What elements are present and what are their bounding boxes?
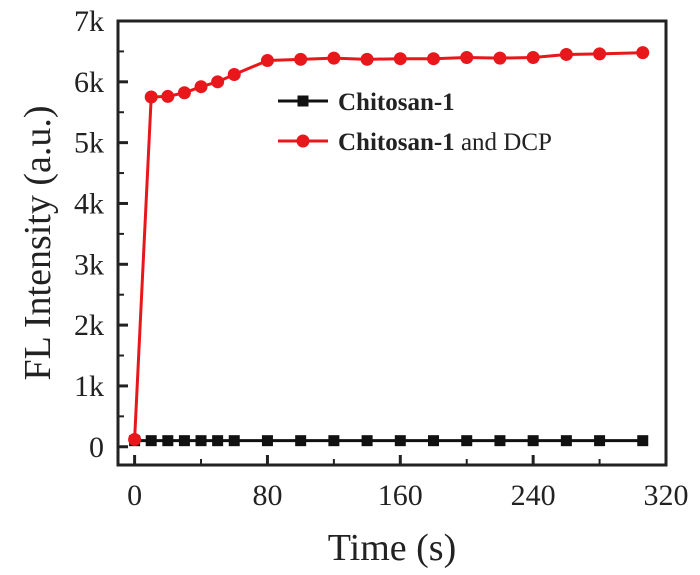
data-point-circle (227, 68, 241, 82)
data-point-circle (559, 47, 573, 61)
data-point-circle (636, 46, 650, 60)
data-point-circle (260, 54, 274, 68)
data-point-circle (128, 432, 142, 446)
data-point-square (494, 435, 506, 447)
legend-label-1: Chitosan-1 and DCP (338, 129, 552, 156)
axes: 0 80 160 240 320 0 1k 2k 3k 4k 5k 6k 7k (74, 5, 689, 512)
legend-label-0: Chitosan-1 (338, 89, 455, 116)
data-point-circle (211, 75, 225, 89)
x-tick-label: 240 (511, 479, 556, 512)
data-point-square (145, 435, 157, 447)
data-point-circle (177, 86, 191, 100)
data-point-circle (327, 51, 341, 65)
y-tick-label: 5k (74, 127, 104, 160)
data-point-circle (427, 52, 441, 66)
plot-frame (116, 19, 668, 467)
legend: Chitosan-1 Chitosan-1 and DCP (278, 89, 552, 156)
data-point-square (394, 435, 406, 447)
data-point-circle (294, 52, 308, 66)
data-point-square (428, 435, 440, 447)
y-tick-label: 2k (74, 309, 104, 342)
data-point-square (527, 435, 539, 447)
x-tick-label: 80 (252, 479, 282, 512)
legend-marker-square (297, 95, 309, 107)
data-point-circle (593, 47, 607, 61)
y-tick-label: 6k (74, 66, 104, 99)
y-tick-label: 3k (74, 248, 104, 281)
data-point-square (261, 435, 273, 447)
data-point-circle (144, 90, 158, 104)
data-point-square (295, 435, 307, 447)
data-point-square (461, 435, 473, 447)
data-point-circle (526, 50, 540, 64)
y-tick-label: 0 (89, 431, 104, 464)
data-point-circle (360, 52, 374, 66)
data-point-square (212, 435, 224, 447)
data-point-square (328, 435, 340, 447)
legend-marker-circle (296, 134, 310, 148)
x-tick-label: 0 (127, 479, 142, 512)
data-point-circle (493, 51, 507, 65)
data-point-square (162, 435, 174, 447)
data-point-square (560, 435, 572, 447)
data-point-square (178, 435, 190, 447)
plot-area (128, 46, 650, 447)
data-point-circle (393, 52, 407, 66)
y-tick-label: 4k (74, 187, 104, 220)
data-point-square (228, 435, 240, 447)
data-point-circle (460, 50, 474, 64)
x-tick-label: 320 (644, 479, 689, 512)
data-point-circle (194, 80, 208, 94)
data-point-square (594, 435, 606, 447)
data-point-square (361, 435, 373, 447)
data-point-circle (161, 89, 175, 103)
y-tick-label: 1k (74, 370, 104, 403)
y-axis-title: FL Intensity (a.u.) (17, 105, 59, 380)
x-tick-label: 160 (378, 479, 423, 512)
data-point-square (195, 435, 207, 447)
y-tick-label: 7k (74, 5, 104, 38)
x-axis-title: Time (s) (328, 527, 456, 569)
data-point-square (637, 435, 649, 447)
